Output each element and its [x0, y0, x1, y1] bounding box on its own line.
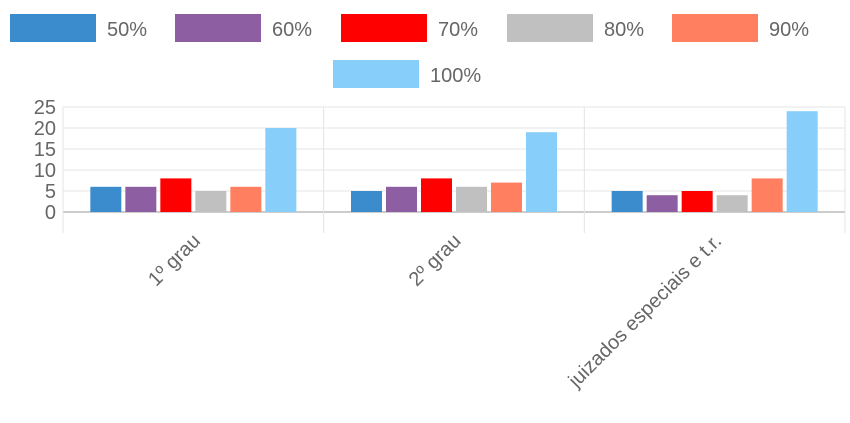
- legend-label: 80%: [604, 19, 644, 41]
- x-tick-label: 2º grau: [405, 230, 466, 291]
- legend-item-1[interactable]: 60%: [175, 14, 312, 42]
- legend-label: 50%: [107, 19, 147, 41]
- bar[interactable]: [230, 186, 262, 212]
- y-tick-label: 5: [45, 181, 56, 203]
- legend-label: 60%: [272, 19, 312, 41]
- bar[interactable]: [195, 191, 227, 212]
- bar[interactable]: [646, 195, 678, 212]
- y-tick-label: 15: [34, 139, 56, 161]
- legend-swatch: [507, 14, 593, 42]
- legend-label: 100%: [430, 65, 481, 87]
- bars: [90, 111, 818, 212]
- bar[interactable]: [456, 186, 487, 212]
- bar[interactable]: [421, 178, 452, 212]
- legend-item-3[interactable]: 80%: [507, 14, 644, 42]
- y-tick-label: 25: [34, 97, 56, 119]
- bar[interactable]: [786, 111, 818, 212]
- bar[interactable]: [716, 195, 748, 212]
- grid: [62, 106, 846, 233]
- bar[interactable]: [265, 128, 297, 212]
- legend: 50% 60% 70% 80% 90% 100%: [10, 14, 809, 88]
- legend-swatch: [10, 14, 96, 42]
- x-axis: 1º grau 2º grau juizados especiais e t.r.: [144, 230, 726, 392]
- legend-label: 90%: [769, 19, 809, 41]
- y-tick-label: 10: [34, 160, 56, 182]
- legend-item-0[interactable]: 50%: [10, 14, 147, 42]
- bar[interactable]: [491, 182, 522, 212]
- bar[interactable]: [681, 191, 713, 212]
- legend-item-4[interactable]: 90%: [672, 14, 809, 42]
- x-tick-label: 1º grau: [144, 230, 205, 291]
- legend-swatch: [341, 14, 427, 42]
- legend-label: 70%: [438, 19, 478, 41]
- legend-swatch: [333, 60, 419, 88]
- bar[interactable]: [751, 178, 783, 212]
- legend-swatch: [175, 14, 261, 42]
- bar[interactable]: [351, 191, 382, 212]
- y-tick-label: 0: [45, 202, 56, 224]
- bar[interactable]: [386, 186, 417, 212]
- legend-swatch: [672, 14, 758, 42]
- x-tick-label: juizados especiais e t.r.: [564, 230, 726, 392]
- bar[interactable]: [125, 186, 157, 212]
- y-tick-label: 20: [34, 118, 56, 140]
- bar[interactable]: [90, 186, 122, 212]
- bar[interactable]: [611, 191, 643, 212]
- legend-item-2[interactable]: 70%: [341, 14, 478, 42]
- bar[interactable]: [160, 178, 192, 212]
- legend-item-5[interactable]: 100%: [333, 60, 481, 88]
- bar[interactable]: [526, 132, 557, 212]
